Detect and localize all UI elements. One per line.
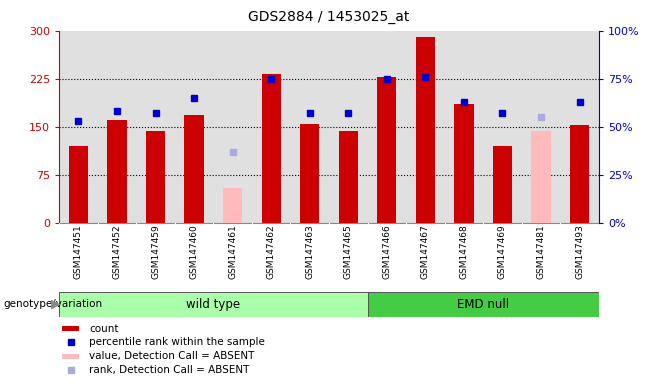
Text: value, Detection Call = ABSENT: value, Detection Call = ABSENT [89,351,254,361]
Bar [339,131,358,223]
Text: GSM147493: GSM147493 [575,225,584,280]
Text: GDS2884 / 1453025_at: GDS2884 / 1453025_at [248,10,410,23]
Bar [300,124,319,223]
Text: wild type: wild type [186,298,240,311]
Text: GSM147462: GSM147462 [266,225,276,280]
Text: count: count [89,324,118,334]
Bar [146,131,165,223]
Text: GSM147463: GSM147463 [305,225,315,280]
Bar [59,292,368,317]
Bar [531,131,551,223]
Text: GSM147465: GSM147465 [343,225,353,280]
Text: GSM147451: GSM147451 [74,225,83,280]
Bar [62,326,79,331]
Bar [69,146,88,223]
Bar [62,354,79,359]
Text: GSM147466: GSM147466 [382,225,392,280]
Text: GSM147460: GSM147460 [190,225,199,280]
Bar [184,115,204,223]
Bar [368,292,599,317]
Text: GSM147469: GSM147469 [498,225,507,280]
Text: GSM147481: GSM147481 [536,225,545,280]
Bar [107,120,126,223]
Text: GSM147452: GSM147452 [113,225,122,280]
Text: GSM147468: GSM147468 [459,225,468,280]
Bar [570,126,589,223]
Bar [416,37,435,223]
Text: ▶: ▶ [51,298,61,311]
Bar [223,187,242,223]
Text: genotype/variation: genotype/variation [3,299,103,310]
Text: percentile rank within the sample: percentile rank within the sample [89,338,265,348]
Text: GSM147467: GSM147467 [421,225,430,280]
Text: rank, Detection Call = ABSENT: rank, Detection Call = ABSENT [89,366,249,376]
Text: GSM147461: GSM147461 [228,225,237,280]
Bar [454,104,474,223]
Text: GSM147459: GSM147459 [151,225,160,280]
Bar [377,77,396,223]
Bar [261,74,281,223]
Bar [493,146,512,223]
Text: EMD null: EMD null [457,298,509,311]
